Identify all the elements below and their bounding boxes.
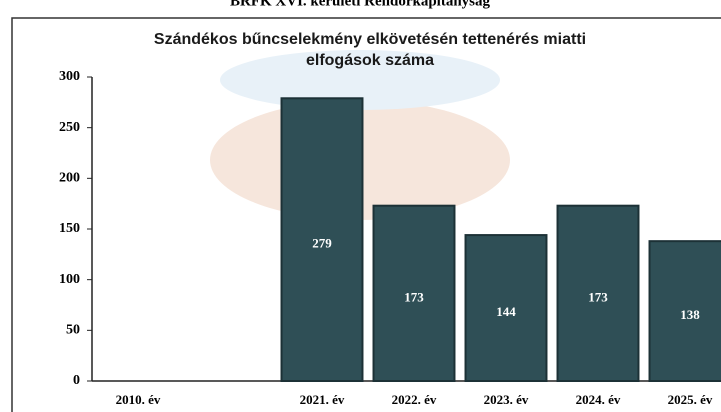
x-tick-label: 2022. év <box>392 392 437 407</box>
x-tick-label: 2021. év <box>300 392 345 407</box>
x-tick-label: 2025. év <box>668 392 713 407</box>
data-label: 173 <box>588 289 608 304</box>
chart-title: Szándékos bűncselekmény elkövetésén tett… <box>154 31 586 48</box>
page-header: BRFK XVI. kerületi Rendőrkapitányság <box>230 0 491 9</box>
x-tick-label: 2024. év <box>576 392 621 407</box>
chart: BRFK XVI. kerületi Rendőrkapitányság Szá… <box>0 0 721 412</box>
x-tick-label: 2023. év <box>484 392 529 407</box>
data-label: 173 <box>404 289 424 304</box>
y-tick-label: 200 <box>59 171 80 186</box>
chart-title: elfogások száma <box>306 52 434 69</box>
data-label: 279 <box>312 236 332 251</box>
x-tick-label: 2010. év <box>116 392 161 407</box>
data-label: 138 <box>680 307 700 322</box>
y-tick-label: 300 <box>59 69 80 84</box>
data-label: 144 <box>496 304 516 319</box>
y-tick-label: 100 <box>59 272 80 287</box>
y-tick-label: 50 <box>66 323 80 338</box>
y-tick-label: 0 <box>73 373 80 388</box>
y-tick-label: 250 <box>59 120 80 135</box>
y-tick-label: 150 <box>59 221 80 236</box>
